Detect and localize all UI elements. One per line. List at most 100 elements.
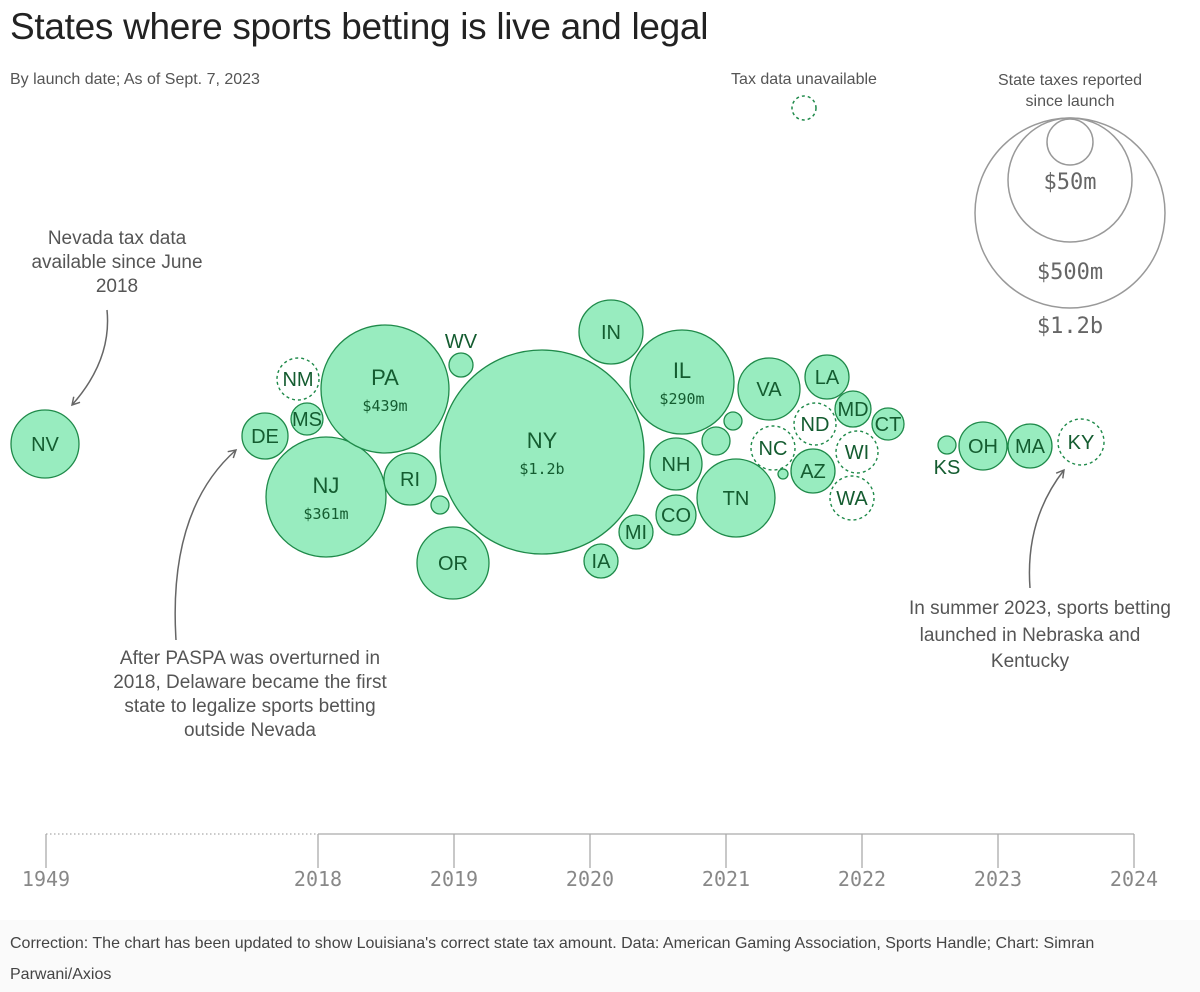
legend-size-label-small: $50m bbox=[1044, 170, 1097, 195]
annotation-summer: In summer 2023, sports betting launched … bbox=[909, 468, 1171, 672]
bubble-unlabeled-17 bbox=[701, 426, 731, 456]
bubble-ny bbox=[439, 349, 645, 555]
bubble-ms bbox=[290, 402, 324, 436]
bubble-ri bbox=[383, 452, 437, 506]
bubble-unlabeled-18 bbox=[723, 411, 743, 431]
bubble-unlabeled-22 bbox=[777, 468, 789, 480]
bubble-va bbox=[737, 357, 801, 421]
bubble-ct bbox=[871, 407, 905, 441]
bubble-label-wa: WA bbox=[836, 488, 868, 510]
legend-size-label-medium: $500m bbox=[1037, 260, 1103, 285]
x-tick-label-2019: 2019 bbox=[430, 867, 478, 891]
bubble-nc bbox=[750, 425, 796, 471]
bubble-unlabeled-8 bbox=[430, 495, 450, 515]
bubble-chart: Tax data unavailable State taxes reporte… bbox=[10, 71, 1171, 891]
bubble-co bbox=[655, 494, 697, 536]
bubble-or bbox=[416, 526, 490, 600]
annotation-delaware-line4: outside Nevada bbox=[184, 720, 316, 741]
bubble-nh bbox=[649, 437, 703, 491]
legend-size: State taxes reported since launch $50m $… bbox=[974, 72, 1166, 339]
bubble-label-in: IN bbox=[601, 322, 621, 344]
footer-note: Correction: The chart has been updated t… bbox=[10, 935, 1095, 983]
bubble-label-de: DE bbox=[251, 426, 279, 448]
annotation-summer-line1: In summer 2023, sports betting bbox=[909, 598, 1171, 619]
bubble-label-co: CO bbox=[661, 505, 691, 527]
bubble-ks bbox=[937, 435, 957, 455]
annotation-nevada-line1: Nevada tax data bbox=[48, 228, 187, 249]
x-tick-label-2022: 2022 bbox=[838, 867, 886, 891]
bubble-tn bbox=[696, 458, 776, 538]
bubble-ia bbox=[583, 543, 619, 579]
x-axis: 1949 2018 2019 2020 2021 2022 2023 2024 bbox=[22, 833, 1158, 891]
x-tick-label-2024: 2024 bbox=[1110, 867, 1158, 891]
legend-unavailable-label: Tax data unavailable bbox=[731, 71, 877, 88]
bubble-value-il: $290m bbox=[659, 390, 704, 408]
annotation-summer-arrow bbox=[1028, 468, 1065, 589]
bubble-label-nv: NV bbox=[31, 434, 59, 456]
bubble-label-nm: NM bbox=[282, 369, 313, 391]
bubble-mi bbox=[618, 514, 654, 550]
legend-size-title-line2: since launch bbox=[1026, 93, 1115, 110]
bubble-label-ia: IA bbox=[592, 551, 612, 573]
bubble-label-la: LA bbox=[815, 367, 840, 389]
bubble-ky bbox=[1057, 418, 1105, 466]
bubble-label-ms: MS bbox=[292, 409, 322, 431]
bubble-label-nj: NJ bbox=[313, 473, 340, 498]
footer-background bbox=[0, 920, 1200, 992]
bubble-label-il: IL bbox=[673, 358, 691, 383]
bubble-label-ma: MA bbox=[1015, 436, 1046, 458]
annotation-delaware-line3: state to legalize sports betting bbox=[124, 696, 375, 717]
bubble-nd bbox=[793, 402, 837, 446]
bubble-label-va: VA bbox=[756, 379, 782, 401]
chart-subtitle: By launch date; As of Sept. 7, 2023 bbox=[10, 71, 260, 88]
annotation-nevada-line3: 2018 bbox=[96, 276, 138, 297]
bubble-wi bbox=[835, 430, 879, 474]
x-tick-label-2018: 2018 bbox=[294, 867, 342, 891]
annotation-delaware-line1: After PASPA was overturned in bbox=[120, 648, 380, 669]
bubble-nm bbox=[276, 357, 320, 401]
legend-circle-medium bbox=[1007, 117, 1133, 243]
bubble-value-nj: $361m bbox=[303, 505, 348, 523]
bubble-pa bbox=[320, 324, 450, 454]
bubble-oh bbox=[958, 421, 1008, 471]
chart-title: States where sports betting is live and … bbox=[10, 6, 709, 47]
x-tick-label-2020: 2020 bbox=[566, 867, 614, 891]
bubble-label-wv: WV bbox=[445, 331, 478, 353]
bubble-label-nd: ND bbox=[801, 414, 830, 436]
annotation-delaware-arrow bbox=[174, 449, 238, 641]
annotation-summer-line3: Kentucky bbox=[991, 651, 1070, 672]
legend-unavailable: Tax data unavailable bbox=[731, 71, 877, 121]
annotation-delaware-line2: 2018, Delaware became the first bbox=[113, 672, 387, 693]
bubble-de bbox=[241, 412, 289, 460]
bubble-nv bbox=[10, 409, 80, 479]
bubble-in bbox=[578, 299, 644, 365]
bubble-label-nc: NC bbox=[759, 438, 788, 460]
bubble-la bbox=[804, 354, 850, 400]
bubble-wv bbox=[448, 352, 474, 378]
legend-size-title-line1: State taxes reported bbox=[998, 72, 1142, 89]
annotation-nevada-line2: available since June bbox=[31, 252, 202, 273]
bubble-md bbox=[834, 390, 872, 428]
bubble-value-ny: $1.2b bbox=[519, 460, 564, 478]
annotation-summer-line2: launched in Nebraska and bbox=[920, 625, 1141, 646]
bubble-label-mi: MI bbox=[625, 522, 647, 544]
x-tick-label-2021: 2021 bbox=[702, 867, 750, 891]
legend-circle-small bbox=[1046, 118, 1094, 166]
bubble-wa bbox=[829, 475, 875, 521]
annotation-nevada-arrow bbox=[71, 309, 109, 407]
annotation-delaware: After PASPA was overturned in 2018, Dela… bbox=[113, 449, 387, 741]
bubble-az bbox=[790, 448, 836, 494]
bubble-label-az: AZ bbox=[800, 461, 826, 483]
annotation-nevada: Nevada tax data available since June 201… bbox=[31, 228, 203, 407]
bubble-ma bbox=[1007, 423, 1053, 469]
x-tick-label-2023: 2023 bbox=[974, 867, 1022, 891]
bubble-value-pa: $439m bbox=[362, 397, 407, 415]
bubble-label-wi: WI bbox=[845, 442, 869, 464]
bubble-nj bbox=[265, 436, 387, 558]
bubble-label-nh: NH bbox=[662, 454, 691, 476]
bubble-label-ny: NY bbox=[527, 428, 558, 453]
bubble-layer: NV DE NM MS NJ $361m PA $439m WV RI OR NY $1.2b IN IA M… bbox=[10, 299, 1105, 600]
bubble-label-tn: TN bbox=[723, 488, 750, 510]
legend-dashed-circle bbox=[791, 95, 817, 121]
bubble-label-md: MD bbox=[837, 399, 868, 421]
